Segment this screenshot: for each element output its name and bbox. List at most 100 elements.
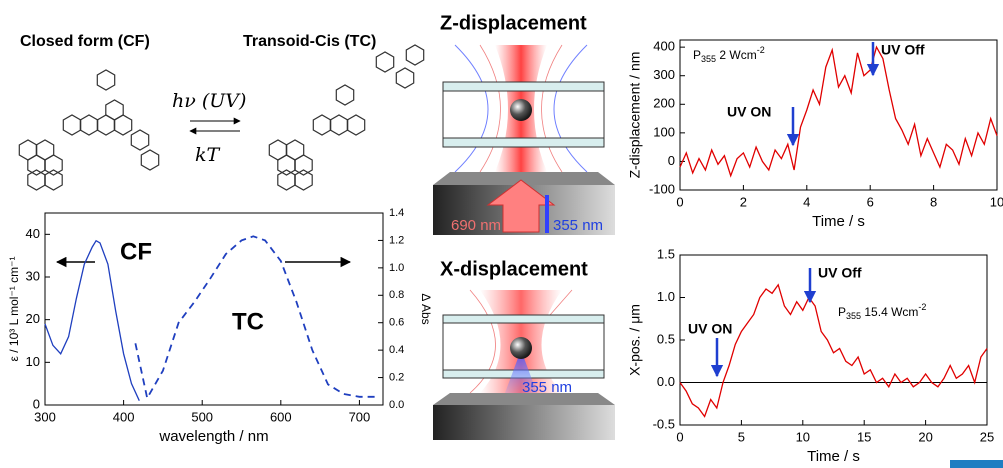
y-tick-label: 0.0 [657, 374, 675, 389]
y-tick-label: 40 [26, 226, 40, 241]
y-tick-label: 100 [653, 124, 675, 139]
ring [44, 154, 63, 176]
y-tick-label: 30 [26, 268, 40, 283]
slide-bar [950, 460, 1003, 468]
y-tick-label: 400 [653, 39, 675, 54]
ring [105, 99, 124, 121]
y-tick-label: -0.5 [653, 416, 675, 431]
power-part: P [693, 48, 701, 62]
y-axis-label: X-pos. / μm [627, 304, 643, 376]
power-part: 15.4 Wcm [861, 305, 918, 319]
x-tick-label: 4 [803, 194, 810, 209]
y2-tick-label: 0.6 [389, 317, 404, 329]
x-diagram [433, 289, 615, 440]
x-tick-label: 20 [918, 429, 932, 444]
power-label: P355 2 Wcm-2 [693, 45, 765, 64]
scheme-title: Transoid-Cis (TC) [243, 33, 376, 50]
x-tick-label: 0 [676, 194, 683, 209]
y-tick-label: 1.0 [657, 289, 675, 304]
annotation: CF [120, 238, 152, 265]
x-tick-label: 10 [990, 194, 1003, 209]
x-tick-label: 6 [867, 194, 874, 209]
y-tick-label: 0 [33, 396, 40, 411]
beam-label: 690 nm [451, 217, 501, 234]
annotation: TC [232, 308, 264, 335]
ring [294, 154, 313, 176]
y-axis-label: Z-displacement / nm [627, 52, 643, 179]
ring [405, 44, 425, 66]
ring [277, 169, 296, 191]
x-tick-label: 25 [980, 429, 994, 444]
ring [329, 114, 349, 136]
data-line [134, 235, 380, 401]
ring [130, 129, 150, 151]
ring [312, 114, 332, 136]
annotation: UV ON [688, 321, 732, 337]
z-diagram [433, 44, 615, 235]
ring [79, 114, 99, 136]
x-tick-label: 10 [796, 429, 810, 444]
y2-tick-label: 0.0 [389, 399, 404, 411]
power-part: 2 Wcm [716, 48, 757, 62]
y2-tick-label: 1.4 [389, 207, 404, 219]
x-tick-label: 700 [349, 409, 371, 424]
plot-frame [679, 39, 998, 191]
power-label: P355 15.4 Wcm-2 [838, 302, 926, 321]
beam-label: 355 nm [522, 379, 572, 396]
plot-frame [44, 212, 384, 406]
y-tick-label: -100 [649, 181, 675, 196]
reaction-label: hν (UV) [172, 90, 246, 112]
beam-label: 355 nm [553, 217, 603, 234]
x-tick-label: 0 [676, 429, 683, 444]
x-tick-label: 2 [740, 194, 747, 209]
ring [96, 69, 116, 91]
x-axis-label: Time / s [812, 213, 865, 230]
annotation: UV Off [881, 42, 925, 58]
x-axis-label: wavelength / nm [158, 428, 268, 445]
x-tick-label: 15 [857, 429, 871, 444]
ring [395, 67, 415, 89]
ring [27, 154, 46, 176]
diagram-title: Z-displacement [440, 12, 587, 34]
y-tick-label: 20 [26, 311, 40, 326]
reaction-label: kT [195, 144, 221, 166]
annotation: UV ON [727, 104, 771, 120]
data-line [679, 45, 998, 178]
y2-tick-label: 1.0 [389, 262, 404, 274]
ring [294, 169, 313, 191]
power-part: P [838, 305, 846, 319]
power-part: 355 [701, 54, 716, 64]
y-tick-label: 200 [653, 96, 675, 111]
x-tick-label: 400 [113, 409, 135, 424]
ring [27, 169, 46, 191]
ring [140, 149, 160, 171]
x-axis-label: Time / s [807, 448, 860, 465]
molecule [18, 44, 425, 191]
power-part: 355 [846, 311, 861, 321]
y-tick-label: 300 [653, 67, 675, 82]
x-tick-label: 8 [930, 194, 937, 209]
ring [62, 114, 82, 136]
ring [277, 154, 296, 176]
y2-tick-label: 0.2 [389, 371, 404, 383]
y2-tick-label: 0.4 [389, 344, 404, 356]
data-line [44, 239, 140, 401]
x-tick-label: 300 [34, 409, 56, 424]
data-line [679, 283, 988, 418]
power-part: -2 [757, 45, 765, 55]
ring [375, 51, 395, 73]
x-tick-label: 500 [191, 409, 213, 424]
x-tick-label: 600 [270, 409, 292, 424]
x-tick-label: 5 [738, 429, 745, 444]
ring [335, 84, 355, 106]
y2-tick-label: 0.8 [389, 289, 404, 301]
scheme-title: Closed form (CF) [20, 33, 150, 50]
y-axis-label: ε / 10³ L mol⁻¹ cm⁻¹ [7, 257, 21, 362]
annotation: UV Off [818, 265, 862, 281]
y-tick-label: 0 [668, 153, 675, 168]
y2-axis-label: Δ Abs [419, 293, 433, 324]
y-tick-label: 0.5 [657, 331, 675, 346]
power-part: -2 [918, 302, 926, 312]
diagram-title: X-displacement [440, 258, 588, 280]
